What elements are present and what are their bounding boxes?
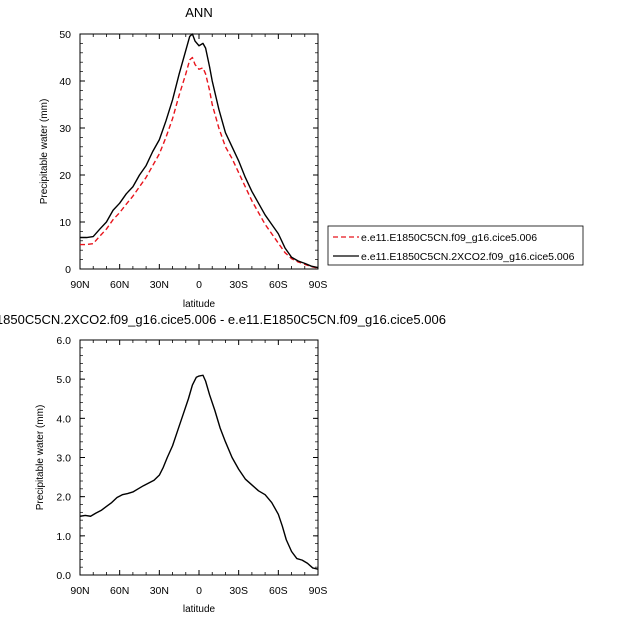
y-axis-label-difference: Precipitable water (mm) [35,405,46,511]
bottom-x-tick-label: 30S [229,585,248,597]
x-axis-label-difference: latitude [183,604,216,615]
bottom-y-tick-label: 5.0 [56,374,71,386]
bottom-x-tick-label: 60N [110,585,129,597]
top-y-tick-label: 50 [59,29,71,41]
legend-label-2xco2: e.e11.E1850C5CN.2XCO2.f09_g16.cice5.006 [361,251,575,263]
top-y-tick-label: 0 [65,264,71,276]
top-series-line-1 [80,33,319,269]
legend-label-control: e.e11.E1850C5CN.f09_g16.cice5.006 [361,232,537,244]
bottom-y-tick-label: 2.0 [56,492,71,504]
top-x-tick-label: 60S [269,279,288,291]
top-y-tick-label: 10 [59,217,71,229]
top-x-tick-label: 90N [70,279,89,291]
top-y-tick-label: 20 [59,170,71,182]
bottom-y-tick-label: 4.0 [56,413,71,425]
plot-frame-difference [79,339,319,576]
bottom-x-tick-label: 60S [269,585,288,597]
top-y-tick-label: 40 [59,76,71,88]
bottom-x-tick-label: 0 [196,585,202,597]
bottom-y-tick-label: 3.0 [56,453,71,465]
bottom-y-tick-label: 1.0 [56,531,71,543]
bottom-x-tick-label: 90N [70,585,89,597]
top-series-line-0 [80,56,319,269]
chart-annual: ANN 90N 60N 30N 0 30S 60S 90S 0 10 20 30 40 50 latit… [39,5,584,310]
bottom-y-tick-label: 6.0 [56,335,71,347]
legend-box [327,225,584,266]
bottom-y-tick-label: 0.0 [56,570,71,582]
legend: e.e11.E1850C5CN.f09_g16.cice5.006 e.e11.… [327,225,584,266]
bottom-x-tick-label: 30N [150,585,169,597]
bottom-x-tick-label: 90S [309,585,328,597]
x-axis-label: latitude [183,299,216,310]
top-x-tick-label: 30N [150,279,169,291]
chart-difference: e.e11.E1850C5CN.2XCO2.f09_g16.cice5.006 … [0,312,446,615]
top-y-tick-label: 30 [59,123,71,135]
top-x-tick-label: 30S [229,279,248,291]
y-axis-label: Precipitable water (mm) [39,99,50,205]
top-x-tick-label: 0 [196,279,202,291]
bottom-series-line-0 [79,374,319,570]
chart-title: ANN [185,5,212,20]
top-x-tick-label: 60N [110,279,129,291]
chart-title-difference: e.e11.E1850C5CN.2XCO2.f09_g16.cice5.006 … [0,312,446,327]
top-x-tick-label: 90S [309,279,328,291]
